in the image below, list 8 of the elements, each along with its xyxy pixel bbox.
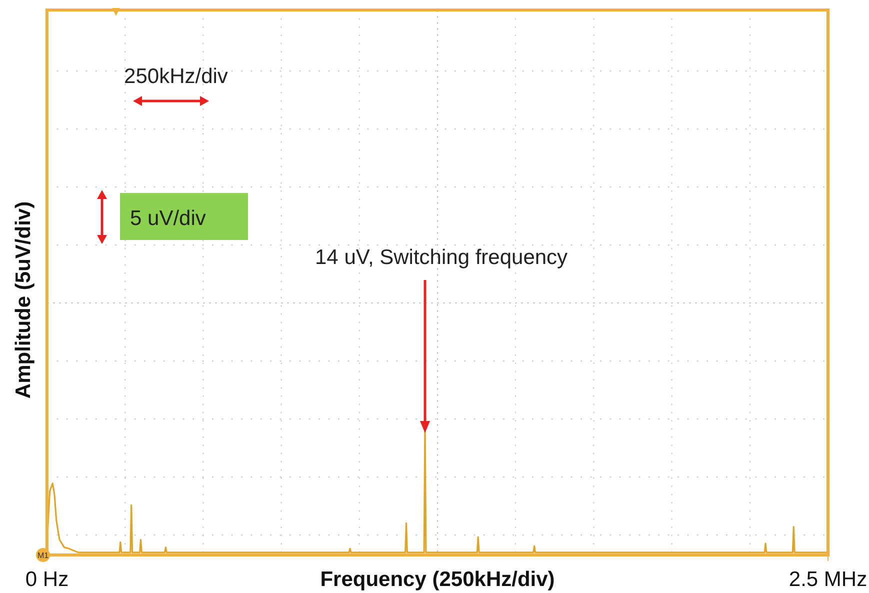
- x-tick-label: 0 Hz: [25, 568, 69, 591]
- text: 250kHz/div: [124, 65, 228, 88]
- text: 5 uV/div: [130, 207, 206, 230]
- x-tick-label: 2.5 MHz: [788, 568, 868, 591]
- x-axis-title: Frequency (250kHz/div): [320, 568, 555, 591]
- annotation: M1: [37, 551, 50, 560]
- y-axis-title: Amplitude (5uV/div): [12, 201, 35, 399]
- text: 14 uV, Switching frequency: [315, 246, 568, 269]
